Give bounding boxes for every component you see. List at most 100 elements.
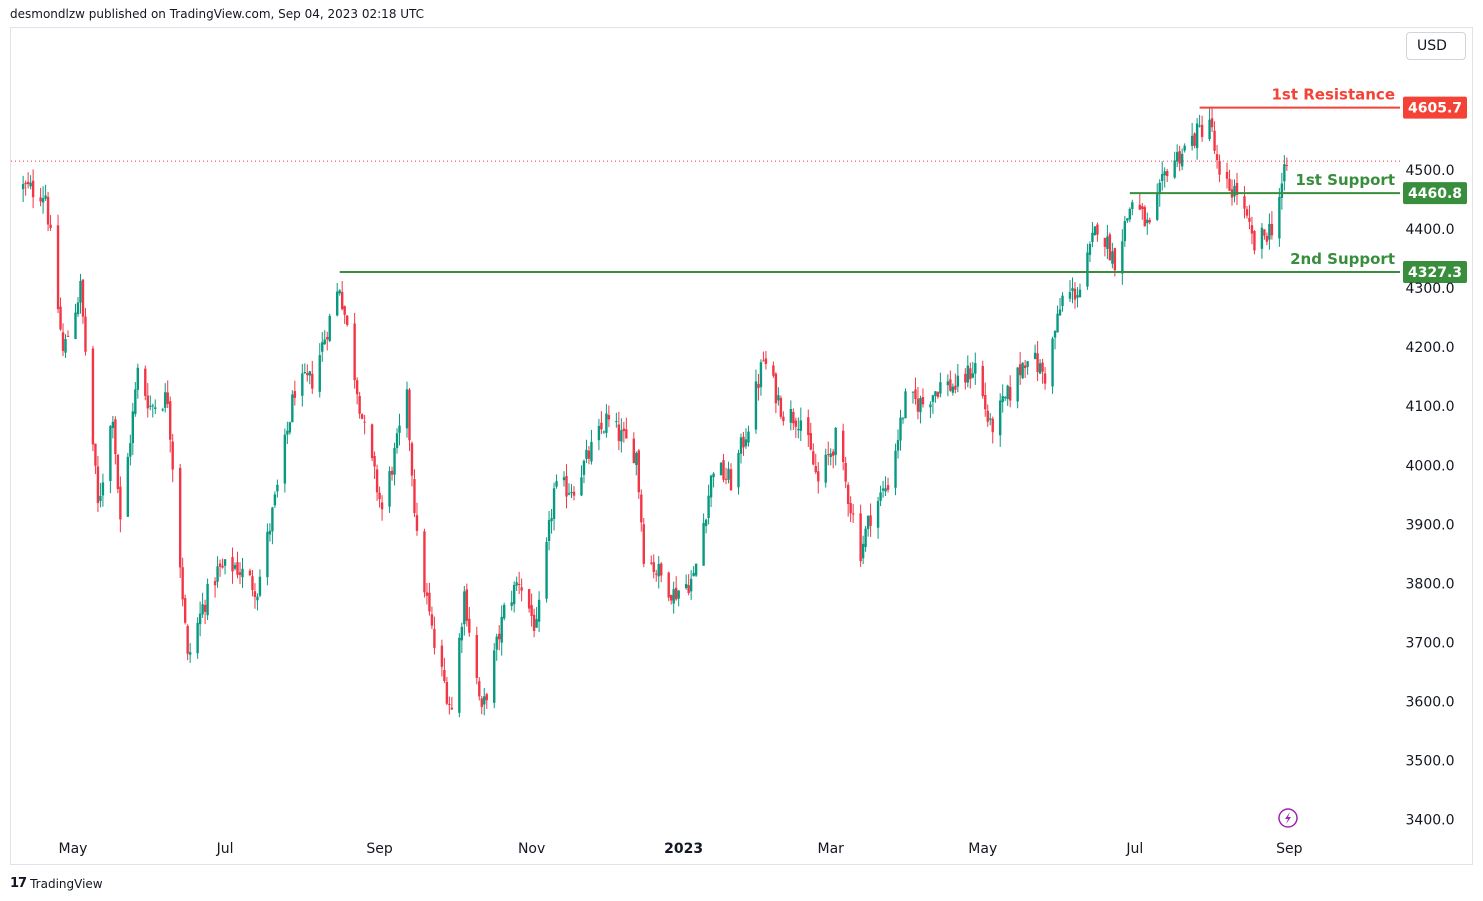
- candle: [311, 360, 314, 394]
- candle: [834, 426, 837, 466]
- level-price-label: 4605.7: [1408, 101, 1462, 117]
- candle: [1260, 223, 1264, 259]
- candle: [1253, 230, 1256, 255]
- candle: [238, 562, 242, 585]
- candle: [119, 476, 122, 533]
- candle: [949, 370, 952, 392]
- level-price-tag: [1403, 182, 1467, 205]
- candle: [991, 416, 994, 444]
- candle: [622, 421, 626, 443]
- levels-layer: 1st Resistance 4605.7 1st Support 4460.8 2nd…: [11, 86, 1467, 283]
- y-tick-label: 4400.0: [1406, 222, 1455, 238]
- x-tick-label: 2023: [664, 841, 703, 857]
- candle: [81, 279, 85, 324]
- candle: [530, 593, 533, 627]
- candle: [94, 443, 97, 475]
- candle: [188, 643, 192, 663]
- candle: [463, 585, 466, 636]
- currency-button[interactable]: USD: [1406, 32, 1466, 60]
- candle: [301, 364, 304, 407]
- candle: [223, 558, 227, 575]
- candle: [213, 577, 217, 598]
- candle: [605, 404, 608, 438]
- candle: [565, 464, 568, 509]
- candle: [684, 574, 688, 590]
- candle: [1283, 155, 1286, 191]
- candle: [375, 464, 379, 501]
- candle: [1088, 241, 1092, 263]
- candle: [956, 363, 960, 393]
- candle: [1198, 114, 1201, 128]
- candle: [1243, 186, 1246, 219]
- candle: [809, 422, 812, 451]
- candle: [687, 574, 690, 596]
- candle: [899, 409, 902, 451]
- candle: [443, 657, 446, 684]
- candle: [1061, 292, 1064, 312]
- candle: [615, 412, 618, 428]
- candle: [1126, 218, 1129, 223]
- resistance-label: 1st Resistance: [1271, 86, 1395, 104]
- candle: [642, 518, 645, 568]
- candle: [111, 415, 115, 439]
- candle: [1195, 118, 1199, 160]
- candles-layer: [21, 106, 1289, 718]
- candle: [196, 617, 199, 659]
- candle: [774, 372, 778, 414]
- candle: [951, 383, 955, 396]
- candle: [206, 578, 209, 621]
- candle: [465, 583, 469, 627]
- lightning-icon[interactable]: [1278, 808, 1298, 828]
- candle: [916, 386, 920, 420]
- candle: [764, 351, 768, 370]
- candle: [1128, 207, 1132, 223]
- candle: [164, 383, 167, 413]
- candle: [198, 601, 202, 637]
- candle: [1161, 161, 1164, 191]
- candle: [1213, 121, 1216, 154]
- footer-brand[interactable]: 17 TradingView: [10, 876, 103, 891]
- candle: [1043, 366, 1047, 390]
- candle: [919, 395, 922, 424]
- candle: [433, 616, 436, 655]
- candle: [1091, 222, 1094, 248]
- candle: [116, 454, 120, 494]
- candle: [231, 547, 234, 584]
- x-tick-label: Jul: [216, 841, 234, 857]
- candle: [632, 432, 636, 464]
- candle: [1280, 172, 1284, 210]
- candle: [572, 486, 576, 501]
- candle: [1068, 280, 1072, 303]
- candle: [747, 425, 750, 447]
- candle: [1071, 277, 1074, 304]
- candle: [343, 305, 346, 324]
- candle: [640, 489, 643, 532]
- candle: [1233, 179, 1236, 203]
- candle: [1225, 162, 1229, 189]
- candle: [440, 639, 444, 677]
- candle: [570, 484, 573, 498]
- candle: [620, 418, 623, 453]
- candle: [1078, 283, 1082, 298]
- candle: [677, 590, 680, 607]
- candle: [393, 442, 396, 486]
- candle: [694, 563, 698, 577]
- candle: [216, 556, 219, 588]
- candle: [1096, 222, 1099, 242]
- candle: [288, 421, 292, 435]
- candle: [846, 482, 850, 517]
- candle: [306, 364, 309, 382]
- candle: [707, 484, 710, 525]
- candle: [590, 429, 593, 465]
- candle: [670, 594, 673, 605]
- candle: [286, 421, 289, 445]
- candle: [704, 518, 708, 534]
- candle: [340, 280, 344, 311]
- candle: [355, 377, 359, 405]
- candle: [792, 408, 795, 430]
- candle: [904, 388, 907, 419]
- level-price-tag: [1403, 96, 1467, 119]
- candle: [914, 377, 917, 405]
- time-axis: May Jul Sep Nov 2023 Mar May Jul Sep: [59, 841, 1303, 857]
